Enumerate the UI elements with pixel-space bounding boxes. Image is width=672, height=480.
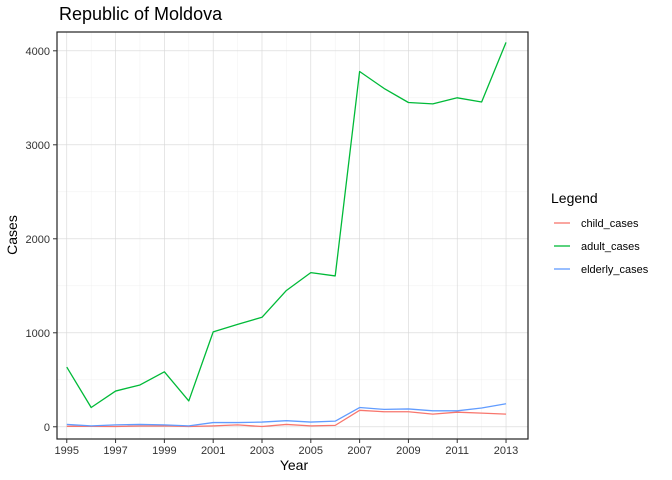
y-axis-title: Cases	[4, 215, 20, 255]
x-tick-label: 2007	[347, 445, 371, 457]
x-tick-label: 2003	[250, 445, 274, 457]
legend-title: Legend	[551, 190, 598, 206]
plot-panel-border	[56, 31, 529, 440]
series-line-child-cases	[66, 409, 507, 428]
x-tick-label: 1997	[103, 445, 127, 457]
x-tick-label: 2013	[494, 445, 518, 457]
y-tick-label: 0	[44, 422, 50, 434]
series-line-adult-cases	[66, 42, 507, 409]
y-axis: 0 1000 2000 3000 4000	[26, 46, 57, 434]
series-line-elderly-cases	[66, 403, 507, 427]
x-tick-label: 1999	[152, 445, 176, 457]
x-tick-label: 2011	[445, 445, 469, 457]
chart-title: Republic of Moldova	[59, 4, 223, 24]
x-tick-label: 1995	[55, 445, 79, 457]
grid	[57, 32, 528, 439]
x-axis: 1995 1997 1999 2001 2003 2005 2007 2009 2011 2013	[55, 439, 518, 457]
legend: Legend child_cases adult_cases elderly_cas…	[551, 190, 649, 276]
x-tick-label: 2001	[201, 445, 225, 457]
x-tick-label: 2009	[396, 445, 420, 457]
legend-label-child-cases: child_cases	[581, 218, 639, 230]
y-tick-label: 1000	[26, 328, 50, 340]
x-tick-label: 2005	[299, 445, 323, 457]
y-tick-label: 3000	[26, 140, 50, 152]
x-axis-title: Year	[280, 457, 309, 473]
y-tick-label: 4000	[26, 46, 50, 58]
legend-label-elderly-cases: elderly_cases	[581, 264, 649, 276]
y-tick-label: 2000	[26, 234, 50, 246]
legend-label-adult-cases: adult_cases	[581, 241, 640, 253]
series-lines	[66, 42, 507, 428]
